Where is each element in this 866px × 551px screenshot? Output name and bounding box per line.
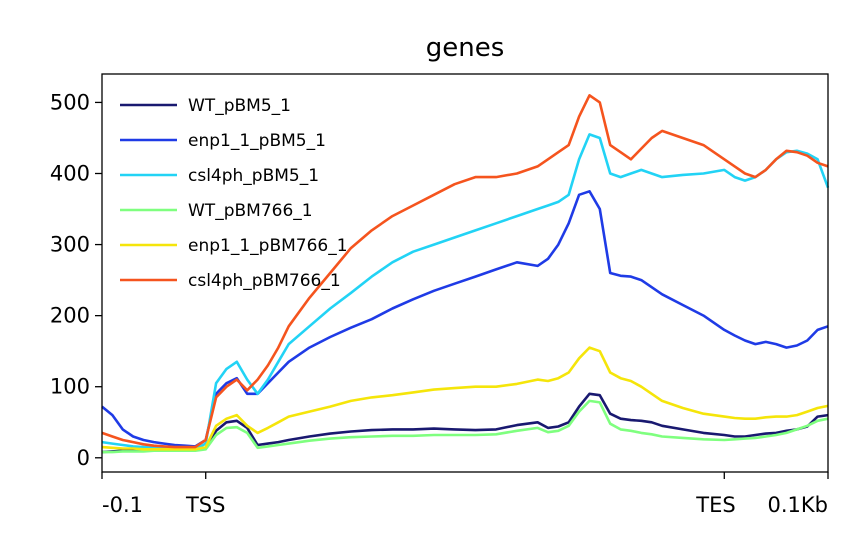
legend-label: enp1_1_pBM766_1	[188, 236, 348, 256]
series-line-3	[102, 399, 829, 454]
x-tick-label: TES	[695, 493, 735, 517]
y-tick-label: 300	[50, 233, 90, 257]
x-axis: -0.1 TSS TES 0.1Kb	[101, 472, 829, 517]
y-tick-label: 500	[50, 90, 90, 114]
y-tick-label: 100	[50, 375, 90, 399]
series-line-4	[101, 346, 829, 451]
y-tick-label: 200	[50, 304, 90, 328]
x-tick-label: -0.1	[102, 493, 143, 517]
x-tick-label: 0.1Kb	[768, 493, 829, 517]
legend-label: csl4ph_pBM766_1	[188, 271, 341, 291]
legend: WT_pBM5_1 enp1_1_pBM5_1 csl4ph_pBM5_1 WT_pB…	[120, 96, 348, 291]
y-axis: 0 100 200 300 400 500	[50, 90, 102, 470]
legend-label: WT_pBM5_1	[188, 96, 291, 116]
series-layer	[101, 94, 830, 454]
legend-label: WT_pBM766_1	[188, 201, 313, 221]
x-tick-label: TSS	[185, 493, 226, 517]
plot-frame	[101, 73, 829, 473]
chart-title: genes	[426, 33, 505, 63]
series-line-5	[101, 94, 829, 449]
legend-label: enp1_1_pBM5_1	[188, 131, 326, 151]
y-tick-label: 0	[77, 446, 90, 470]
y-tick-label: 400	[50, 162, 90, 186]
legend-label: csl4ph_pBM5_1	[188, 166, 319, 186]
